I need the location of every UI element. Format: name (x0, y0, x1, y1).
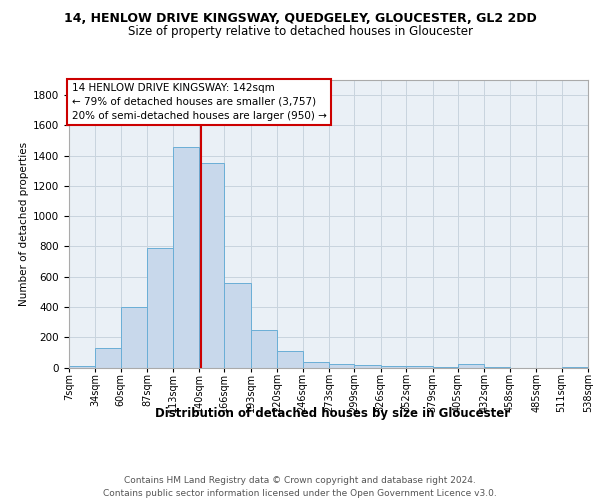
Text: Distribution of detached houses by size in Gloucester: Distribution of detached houses by size … (155, 408, 511, 420)
Bar (69, 366, 95, 368)
Y-axis label: Number of detached properties: Number of detached properties (19, 142, 29, 306)
Bar (277, 351, 302, 368)
Bar (484, 366, 510, 368)
Text: 14, HENLOW DRIVE KINGSWAY, QUEDGELEY, GLOUCESTER, GL2 2DD: 14, HENLOW DRIVE KINGSWAY, QUEDGELEY, GL… (64, 12, 536, 26)
Bar (433, 366, 458, 368)
Bar (199, 163, 224, 368)
Bar (406, 366, 433, 368)
Text: Contains HM Land Registry data © Crown copyright and database right 2024.
Contai: Contains HM Land Registry data © Crown c… (103, 476, 497, 498)
Text: 14 HENLOW DRIVE KINGSWAY: 142sqm
← 79% of detached houses are smaller (3,757)
20: 14 HENLOW DRIVE KINGSWAY: 142sqm ← 79% o… (71, 83, 326, 121)
Bar (562, 366, 588, 368)
Bar (121, 307, 147, 368)
Bar (329, 364, 355, 368)
Bar (95, 348, 121, 368)
Bar (381, 366, 406, 368)
Bar (302, 362, 329, 368)
Text: Size of property relative to detached houses in Gloucester: Size of property relative to detached ho… (128, 25, 473, 38)
Bar (251, 330, 277, 368)
Bar (458, 364, 484, 368)
Bar (173, 146, 199, 368)
Bar (355, 365, 381, 368)
Bar (224, 283, 251, 368)
Bar (147, 248, 173, 368)
